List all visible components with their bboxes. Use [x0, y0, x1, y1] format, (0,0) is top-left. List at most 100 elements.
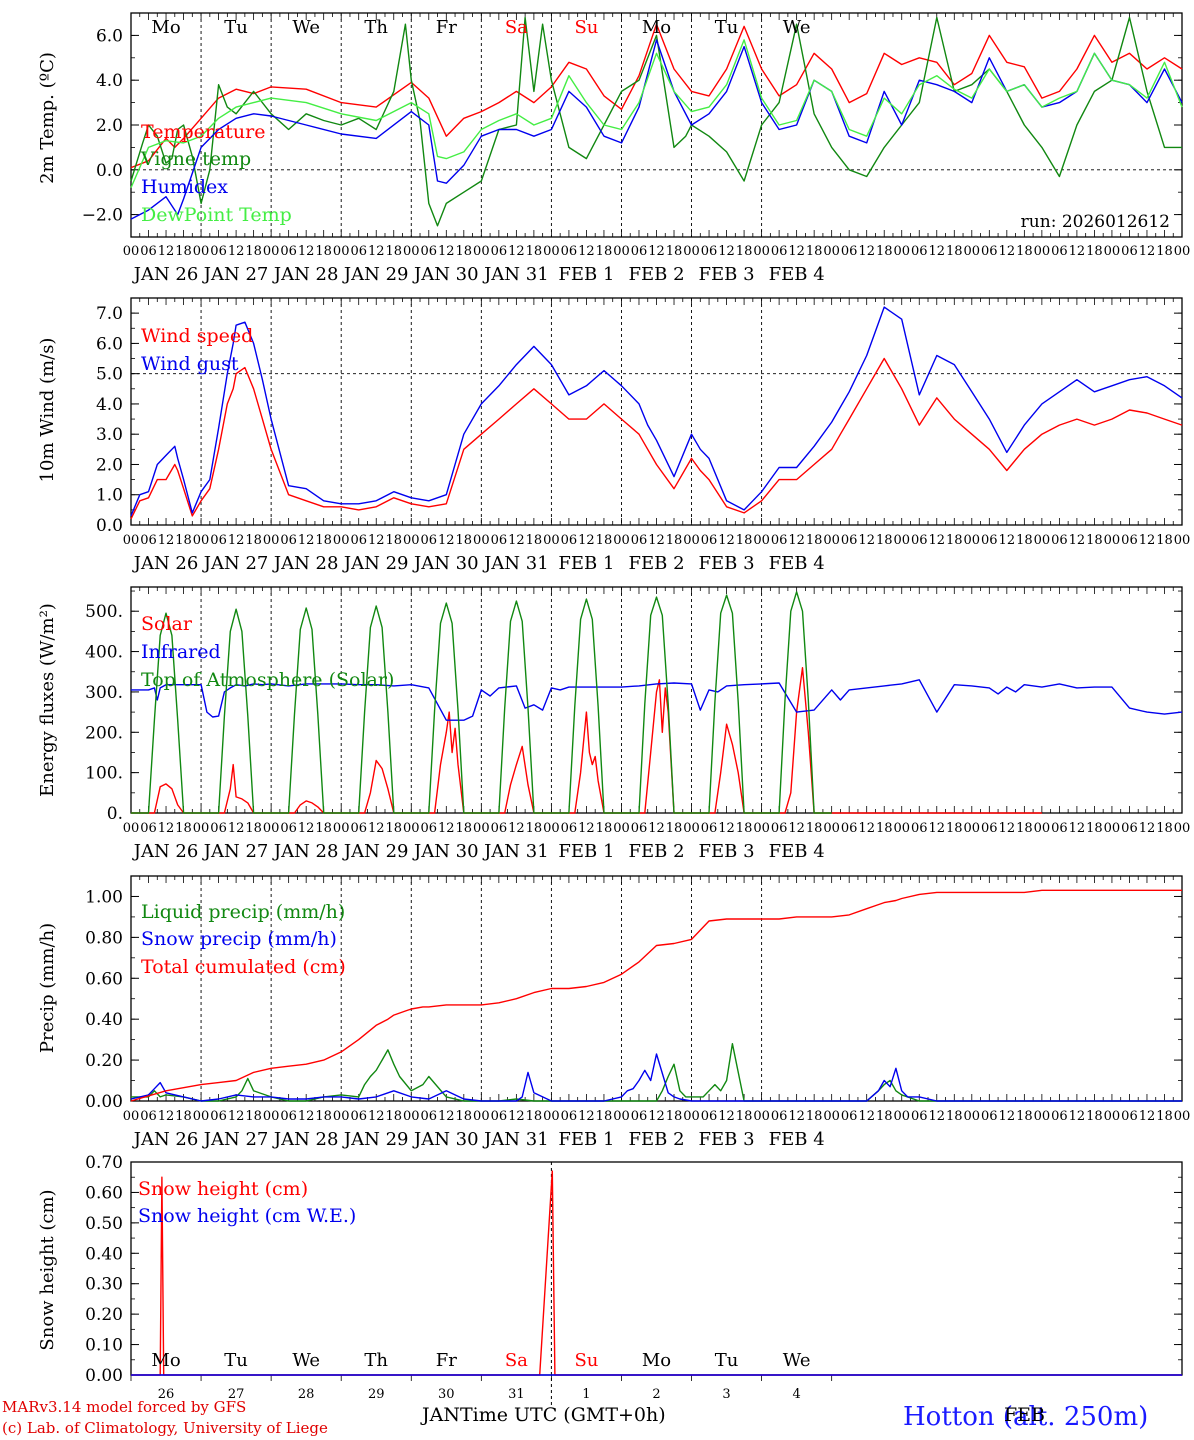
hour-tick-label: 12: [718, 1109, 735, 1124]
day-number-label: 2: [652, 1387, 660, 1402]
day-number-label: 31: [508, 1387, 525, 1402]
day-name-label: Mo: [642, 1350, 671, 1371]
hour-tick-label: 00: [123, 244, 140, 259]
hour-tick-label: 06: [1051, 1109, 1068, 1124]
hour-tick-label: 18: [245, 244, 262, 259]
hour-tick-label: 00: [123, 533, 140, 548]
hour-tick-label: 06: [631, 1109, 648, 1124]
month-right-label: FEB: [1004, 1404, 1046, 1426]
y-tick-label: 300.: [85, 683, 123, 703]
y-tick-label: 0.: [107, 804, 123, 824]
date-label: JAN 30: [412, 841, 479, 862]
hour-tick-label: 06: [350, 533, 367, 548]
day-name-label: Sa: [505, 1350, 528, 1371]
hour-tick-label: 12: [228, 533, 245, 548]
hour-tick-label: 00: [543, 533, 560, 548]
hour-tick-label: 06: [491, 533, 508, 548]
hour-tick-label: 18: [596, 533, 613, 548]
hour-tick-label: 18: [666, 1109, 683, 1124]
date-label: JAN 27: [202, 553, 269, 574]
day-name-label: We: [783, 1350, 811, 1371]
hour-tick-label: 12: [1139, 533, 1156, 548]
hour-tick-label: 06: [561, 533, 578, 548]
hour-tick-label: 06: [210, 244, 227, 259]
hour-tick-label: 12: [578, 533, 595, 548]
legend-entry: Snow precip (mm/h): [141, 928, 337, 950]
series-line-top-of-atmosphere-solar: [131, 591, 832, 814]
day-name-label: We: [783, 17, 811, 38]
series-line-dewpoint-temp: [130, 39, 1183, 188]
hour-tick-label: 06: [140, 244, 157, 259]
hour-tick-label: 12: [858, 244, 875, 259]
date-label: FEB 2: [628, 264, 684, 285]
hour-tick-label: 06: [981, 821, 998, 836]
hour-tick-label: 18: [245, 533, 262, 548]
hour-tick-label: 00: [263, 821, 280, 836]
hour-tick-label: 12: [1139, 1109, 1156, 1124]
hour-tick-label: 00: [753, 1109, 770, 1124]
hour-tick-label: 12: [788, 1109, 805, 1124]
hour-tick-label: 06: [1051, 244, 1068, 259]
hour-tick-label: 00: [1034, 533, 1051, 548]
station-label: Hotton (alt. 250m): [903, 1402, 1149, 1432]
y-tick-label: 6.0: [96, 334, 123, 354]
date-label: FEB 1: [558, 841, 614, 862]
hour-tick-label: 06: [911, 533, 928, 548]
hour-tick-label: 18: [1016, 1109, 1033, 1124]
hour-tick-label: 00: [964, 821, 981, 836]
hour-tick-label: 18: [315, 533, 332, 548]
hour-tick-label: 00: [193, 1109, 210, 1124]
hour-tick-label: 00: [473, 244, 490, 259]
date-label: JAN 28: [272, 841, 339, 862]
hour-tick-label: 12: [158, 821, 175, 836]
hour-tick-label: 00: [1034, 821, 1051, 836]
y-tick-label: 0.10: [85, 1336, 123, 1356]
hour-tick-label: 06: [280, 533, 297, 548]
chart-panel-3: 0. 100. 200. 300. 400. 500. Energy fluxes (W/m…: [37, 586, 1190, 862]
hour-tick-label: 00: [1104, 533, 1121, 548]
legend-entry: Liquid precip (mm/h): [141, 901, 345, 923]
month-left-label: JAN: [422, 1404, 460, 1426]
hour-tick-label: 12: [999, 1109, 1016, 1124]
y-axis-title: Energy fluxes (W/m²): [37, 603, 58, 797]
y-axis-title: 10m Wind (m/s): [37, 338, 58, 483]
hour-tick-label: 18: [946, 244, 963, 259]
series-line-wind-gust: [130, 306, 1183, 517]
hour-tick-label: 12: [928, 244, 945, 259]
hour-tick-label: 06: [140, 1109, 157, 1124]
date-label: JAN 30: [412, 1129, 479, 1150]
date-label: FEB 4: [769, 1129, 825, 1150]
date-label: JAN 27: [202, 1129, 269, 1150]
hour-tick-label: 00: [193, 533, 210, 548]
day-number-label: 3: [722, 1387, 730, 1402]
hour-tick-label: 06: [561, 1109, 578, 1124]
day-number-label: 4: [792, 1387, 800, 1402]
chart-panel-1: −2.0 0.0 2.0 4.0 6.0 2m Temp. (ºC) Temperature…: [37, 12, 1190, 285]
hour-tick-label: 12: [788, 533, 805, 548]
hour-tick-label: 18: [175, 533, 192, 548]
hour-tick-label: 18: [1016, 821, 1033, 836]
chart-panel-4: 0.00 0.20 0.40 0.60 0.80 1.00 Precip (mm/h) Liq…: [37, 875, 1190, 1150]
y-tick-label: 7.0: [96, 304, 123, 324]
date-label: JAN 26: [132, 841, 199, 862]
hour-tick-label: 06: [350, 1109, 367, 1124]
series-line-liquid-precip-mm-h: [131, 1042, 1182, 1102]
day-name-label: Tu: [715, 1350, 739, 1371]
hour-tick-label: 00: [613, 1109, 630, 1124]
hour-tick-label: 00: [543, 821, 560, 836]
hour-tick-label: 12: [298, 1109, 315, 1124]
date-label: FEB 2: [628, 841, 684, 862]
hour-tick-label: 18: [175, 821, 192, 836]
hour-tick-label: 18: [456, 244, 473, 259]
hour-tick-label: 18: [526, 821, 543, 836]
y-tick-label: 0.0: [96, 516, 123, 536]
hour-tick-label: 12: [718, 244, 735, 259]
hour-tick-label: 06: [631, 821, 648, 836]
hour-tick-label: 12: [858, 821, 875, 836]
day-name-label: Su: [574, 17, 598, 38]
series-line-total-cumulated-cm: [130, 889, 1182, 1102]
hour-tick-label: 12: [999, 533, 1016, 548]
hour-tick-label: 18: [315, 1109, 332, 1124]
hour-tick-label: 12: [368, 533, 385, 548]
hour-tick-label: 00: [193, 821, 210, 836]
